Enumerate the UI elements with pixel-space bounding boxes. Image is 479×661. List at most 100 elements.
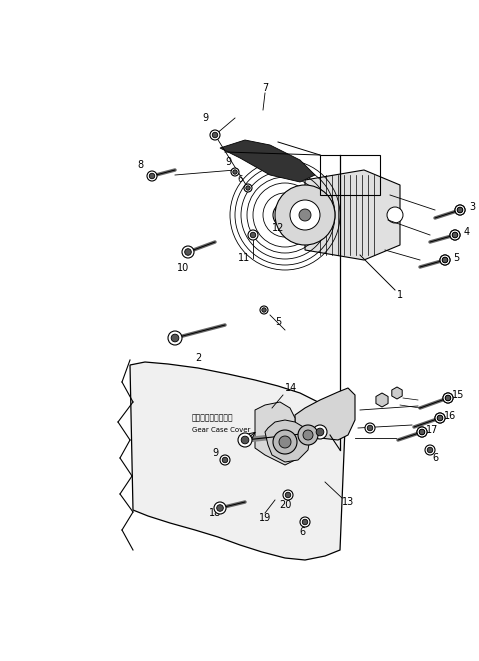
Text: 13: 13 — [342, 497, 354, 507]
Polygon shape — [305, 170, 400, 260]
Text: 4: 4 — [464, 227, 470, 237]
Circle shape — [262, 308, 266, 312]
Circle shape — [260, 306, 268, 314]
Circle shape — [248, 230, 258, 240]
Circle shape — [273, 430, 297, 454]
Circle shape — [250, 232, 256, 238]
Circle shape — [285, 492, 291, 498]
Circle shape — [316, 428, 324, 436]
Circle shape — [303, 430, 313, 440]
Text: 20: 20 — [279, 500, 291, 510]
Circle shape — [445, 395, 451, 401]
Text: 18: 18 — [209, 508, 221, 518]
Circle shape — [442, 257, 448, 263]
Circle shape — [222, 457, 228, 463]
Circle shape — [452, 232, 458, 238]
Circle shape — [417, 427, 427, 437]
Circle shape — [220, 455, 230, 465]
Circle shape — [427, 447, 433, 453]
Polygon shape — [376, 393, 388, 407]
Circle shape — [313, 425, 327, 439]
Circle shape — [445, 395, 451, 401]
Circle shape — [182, 246, 194, 258]
Text: 12: 12 — [272, 223, 285, 233]
Polygon shape — [255, 402, 295, 465]
Text: 10: 10 — [177, 263, 189, 273]
Circle shape — [365, 423, 375, 433]
Circle shape — [302, 520, 308, 525]
Polygon shape — [220, 140, 315, 182]
Circle shape — [233, 170, 237, 175]
Circle shape — [425, 445, 435, 455]
Text: 9: 9 — [212, 448, 218, 458]
Text: 1: 1 — [397, 290, 403, 300]
Circle shape — [279, 436, 291, 448]
Circle shape — [246, 186, 250, 190]
Circle shape — [440, 255, 450, 265]
Circle shape — [419, 429, 425, 435]
Circle shape — [279, 209, 291, 221]
Circle shape — [442, 257, 448, 263]
Circle shape — [367, 425, 373, 431]
Circle shape — [147, 171, 157, 181]
Circle shape — [241, 436, 249, 444]
Circle shape — [212, 132, 218, 137]
Text: 19: 19 — [259, 513, 271, 523]
Text: 6: 6 — [299, 527, 305, 537]
Circle shape — [238, 433, 252, 447]
Text: 14: 14 — [285, 383, 297, 393]
Circle shape — [185, 249, 191, 255]
Circle shape — [214, 502, 226, 514]
Circle shape — [437, 415, 443, 421]
Circle shape — [440, 255, 450, 265]
Circle shape — [283, 490, 293, 500]
Circle shape — [450, 230, 460, 240]
Text: 5: 5 — [275, 317, 281, 327]
Circle shape — [275, 185, 335, 245]
Circle shape — [443, 393, 453, 403]
Text: 7: 7 — [262, 83, 268, 93]
Circle shape — [387, 207, 403, 223]
Circle shape — [273, 203, 297, 227]
Text: 8: 8 — [137, 160, 143, 170]
Circle shape — [452, 232, 458, 238]
Circle shape — [231, 168, 239, 176]
Circle shape — [457, 208, 463, 213]
Circle shape — [217, 505, 223, 512]
Text: 6: 6 — [237, 176, 243, 184]
Text: 6: 6 — [432, 453, 438, 463]
Circle shape — [455, 205, 465, 215]
Circle shape — [443, 393, 453, 403]
Text: 5: 5 — [453, 253, 459, 263]
Circle shape — [435, 413, 445, 423]
Text: Gear Case Cover: Gear Case Cover — [192, 427, 251, 433]
Polygon shape — [265, 420, 310, 462]
Polygon shape — [392, 387, 402, 399]
Circle shape — [419, 429, 425, 435]
Circle shape — [437, 415, 443, 421]
Text: 3: 3 — [469, 202, 475, 212]
Text: ギャーケースカバー: ギャーケースカバー — [192, 414, 234, 422]
Circle shape — [417, 427, 427, 437]
Text: 9: 9 — [202, 113, 208, 123]
Circle shape — [149, 173, 155, 178]
Circle shape — [290, 200, 320, 230]
Polygon shape — [130, 362, 345, 560]
Polygon shape — [295, 388, 355, 440]
Circle shape — [299, 209, 311, 221]
Text: 15: 15 — [452, 390, 464, 400]
Circle shape — [298, 425, 318, 445]
Text: 17: 17 — [426, 425, 438, 435]
Circle shape — [450, 230, 460, 240]
Circle shape — [171, 334, 179, 342]
Circle shape — [455, 205, 465, 215]
Circle shape — [300, 517, 310, 527]
Text: 9: 9 — [225, 157, 231, 167]
Circle shape — [210, 130, 220, 140]
Text: 2: 2 — [195, 353, 201, 363]
Circle shape — [435, 413, 445, 423]
Circle shape — [457, 208, 463, 213]
Text: 16: 16 — [444, 411, 456, 421]
Circle shape — [244, 184, 252, 192]
Text: 11: 11 — [238, 253, 250, 263]
